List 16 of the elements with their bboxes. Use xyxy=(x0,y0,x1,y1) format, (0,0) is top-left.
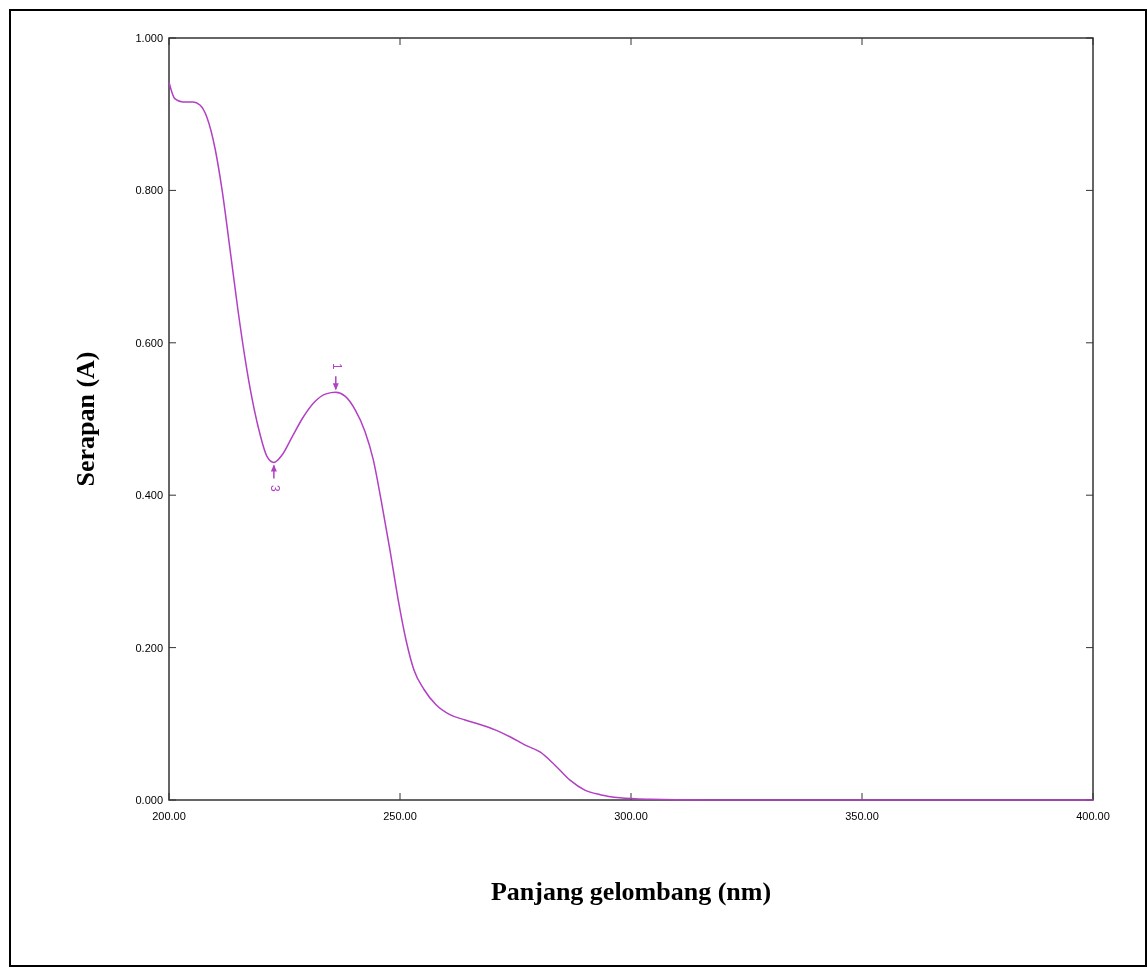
x-tick-label: 350.00 xyxy=(845,810,879,822)
y-axis-title: Serapan (A) xyxy=(71,351,100,487)
x-tick-label: 200.00 xyxy=(152,810,186,822)
y-tick-label: 0.200 xyxy=(135,641,163,654)
x-tick-label: 250.00 xyxy=(383,810,417,822)
y-tick-label: 0.800 xyxy=(135,184,163,197)
x-axis-title: Panjang gelombang (nm) xyxy=(490,877,772,906)
y-tick-label: 0.000 xyxy=(135,794,163,806)
x-tick-label: 300.00 xyxy=(614,810,648,822)
y-tick-label: 0.400 xyxy=(135,489,163,502)
x-tick-label: 400.00 xyxy=(1076,810,1110,822)
line-series xyxy=(168,81,1094,801)
y-tick-label: 1.000 xyxy=(135,32,163,44)
annotation: 3 xyxy=(267,485,282,493)
annotation: 1 xyxy=(329,362,344,370)
y-tick-label: 0.600 xyxy=(135,336,163,349)
